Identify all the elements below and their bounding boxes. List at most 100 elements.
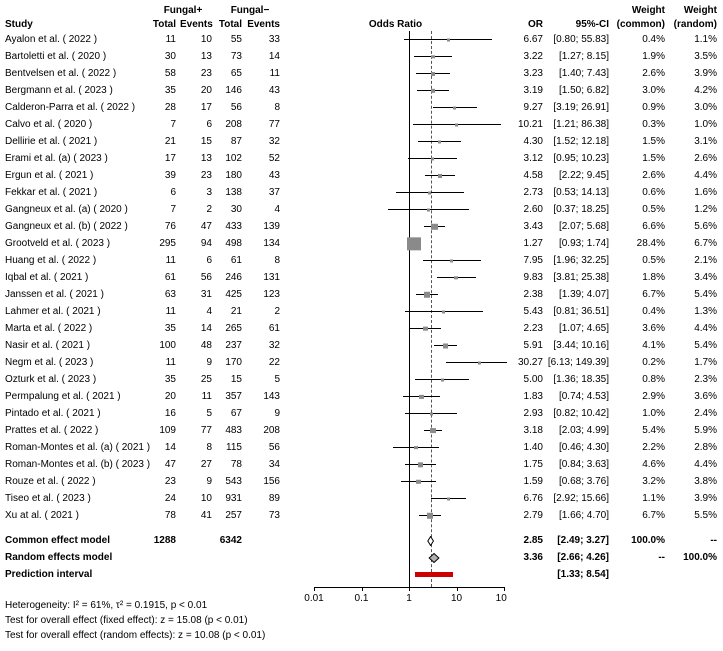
plot-cell	[284, 490, 507, 507]
study-label: Xu at al. ( 2021 )	[5, 510, 79, 521]
plot-cell	[284, 320, 507, 337]
fungal-pos-events-value: 2	[206, 204, 212, 215]
weight-common-value: 0.8%	[642, 374, 665, 385]
fungal-neg-total-value: 56	[230, 102, 242, 113]
study-row: Huang et al. ( 2022 ) 11 6 61 8 7.95 [1.…	[5, 252, 721, 269]
heterogeneity-note: Heterogeneity: I² = 61%, τ² = 0.1915, p …	[5, 600, 208, 611]
plot-cell	[284, 422, 507, 439]
weight-common-value: 2.6%	[642, 68, 665, 79]
weight-random-value: 4.2%	[694, 85, 717, 96]
fungal-pos-total-value: 35	[164, 85, 176, 96]
fungal-neg-events-value: 32	[268, 136, 280, 147]
study-label: Nasir et al. ( 2021 )	[5, 340, 91, 351]
plot-scale	[314, 371, 504, 388]
fungal-pos-total-value: 7	[170, 119, 176, 130]
fungal-pos-total-value: 23	[164, 476, 176, 487]
odds-ratio-column-header: Odds Ratio	[368, 18, 423, 30]
study-label: Grootveld et al. ( 2023 )	[5, 238, 111, 249]
fungal-neg-events-value: 14	[268, 51, 280, 62]
plot-cell	[284, 252, 507, 269]
study-row: Pintado et al. ( 2021 ) 16 5 67 9 2.93 […	[5, 405, 721, 422]
plot-cell	[284, 235, 507, 252]
ci-value: [1.33; 8.54]	[557, 569, 609, 580]
fungal-pos-total-value: 100	[159, 340, 176, 351]
plot-scale	[314, 133, 504, 150]
fungal-neg-events-value: 156	[263, 476, 280, 487]
ci-value: [2.07; 5.68]	[558, 221, 609, 232]
fungal-pos-events-value: 41	[200, 510, 212, 521]
plot-cell	[284, 507, 507, 524]
weight-common-value: 1.5%	[642, 153, 665, 164]
or-value: 7.95	[523, 255, 543, 266]
fungal-neg-total-value: 257	[225, 510, 242, 521]
weight-random-value: 100.0%	[683, 552, 717, 563]
random-effects-row: Random effects model 3.36 [2.66; 4.26] -…	[5, 549, 721, 566]
axis-tick-label: 1	[406, 593, 412, 604]
fungal-neg-events-value: 37	[268, 187, 280, 198]
fungal-pos-total-value: 11	[165, 34, 176, 45]
effect-square	[446, 38, 450, 41]
study-label: Bartoletti et al. ( 2020 )	[5, 51, 107, 62]
fungal-neg-events-value: 5	[274, 374, 280, 385]
plot-cell	[284, 532, 507, 549]
fungal-pos-events-value: 77	[200, 425, 212, 436]
effect-square	[440, 378, 444, 381]
fungal-pos-events-header: Events	[180, 18, 213, 30]
ci-value: [3.81; 25.38]	[553, 272, 609, 283]
study-row: Tiseo et al. ( 2023 ) 24 10 931 89 6.76 …	[5, 490, 721, 507]
plot-cell	[284, 31, 507, 48]
plot-cell	[284, 167, 507, 184]
weight-common-value: 0.3%	[642, 119, 665, 130]
effect-square	[477, 361, 481, 364]
fungal-neg-events-value: 134	[263, 238, 280, 249]
weight-common-value: 100.0%	[631, 535, 665, 546]
study-label: Prattes et al. ( 2022 )	[5, 425, 99, 436]
ci-value: [3.44; 10.16]	[553, 340, 609, 351]
or-value: 10.21	[517, 119, 543, 130]
ci-value: [2.22; 9.45]	[558, 170, 609, 181]
plot-cell	[284, 201, 507, 218]
fungal-neg-events-value: 2	[274, 306, 280, 317]
or-value: 2.60	[523, 204, 543, 215]
study-label: Erami et al. (a) ( 2023 )	[5, 153, 108, 164]
or-value: 3.18	[523, 425, 543, 436]
weight-common-value: --	[658, 552, 665, 563]
weight-random-value: 3.9%	[694, 68, 717, 79]
fungal-neg-events-value: 11	[269, 68, 280, 79]
weight-random-value: 5.4%	[694, 340, 717, 351]
effect-square	[431, 71, 436, 76]
weight-common-value: 2.6%	[642, 170, 665, 181]
fungal-neg-total-value: 170	[225, 357, 242, 368]
weight-random-header-bottom: (random)	[673, 18, 717, 30]
ci-value: [0.80; 55.83]	[553, 34, 609, 45]
or-value: 3.43	[523, 221, 543, 232]
plot-scale	[314, 218, 504, 235]
weight-common-value: 0.9%	[642, 102, 665, 113]
fungal-neg-events-value: 123	[263, 289, 280, 300]
plot-scale	[314, 167, 504, 184]
or-value: 6.67	[523, 34, 543, 45]
fungal-pos-total-header: Total	[152, 18, 176, 30]
fungal-neg-total-value: 246	[225, 272, 242, 283]
study-row: Roman-Montes et al. (b) ( 2023 ) 47 27 7…	[5, 456, 721, 473]
study-label: Roman-Montes et al. (a) ( 2021 )	[5, 442, 151, 453]
study-label: Tiseo et al. ( 2023 )	[5, 493, 91, 504]
ci-value: [1.40; 7.43]	[558, 68, 609, 79]
study-label: Bergmann et al. ( 2023 )	[5, 85, 113, 96]
ci-value: [6.13; 149.39]	[547, 357, 609, 368]
fungal-pos-events-value: 56	[200, 272, 212, 283]
fungal-pos-total-value: 47	[164, 459, 176, 470]
ci-value: [1.50; 6.82]	[558, 85, 609, 96]
or-value: 4.30	[523, 136, 543, 147]
fungal-neg-total-value: 357	[225, 391, 242, 402]
axis-tick-label: 0.1	[354, 593, 369, 604]
weight-random-value: --	[710, 535, 717, 546]
fungal-pos-events-value: 94	[200, 238, 212, 249]
weight-common-header-top: Weight	[631, 4, 665, 16]
study-label: Janssen et al. ( 2021 )	[5, 289, 104, 300]
fungal-pos-events-value: 15	[200, 136, 212, 147]
study-row: Marta et al. ( 2022 ) 35 14 265 61 2.23 …	[5, 320, 721, 337]
fungal-neg-total-value: 67	[230, 408, 242, 419]
effect-square	[428, 191, 432, 194]
or-value: 1.40	[523, 442, 543, 453]
